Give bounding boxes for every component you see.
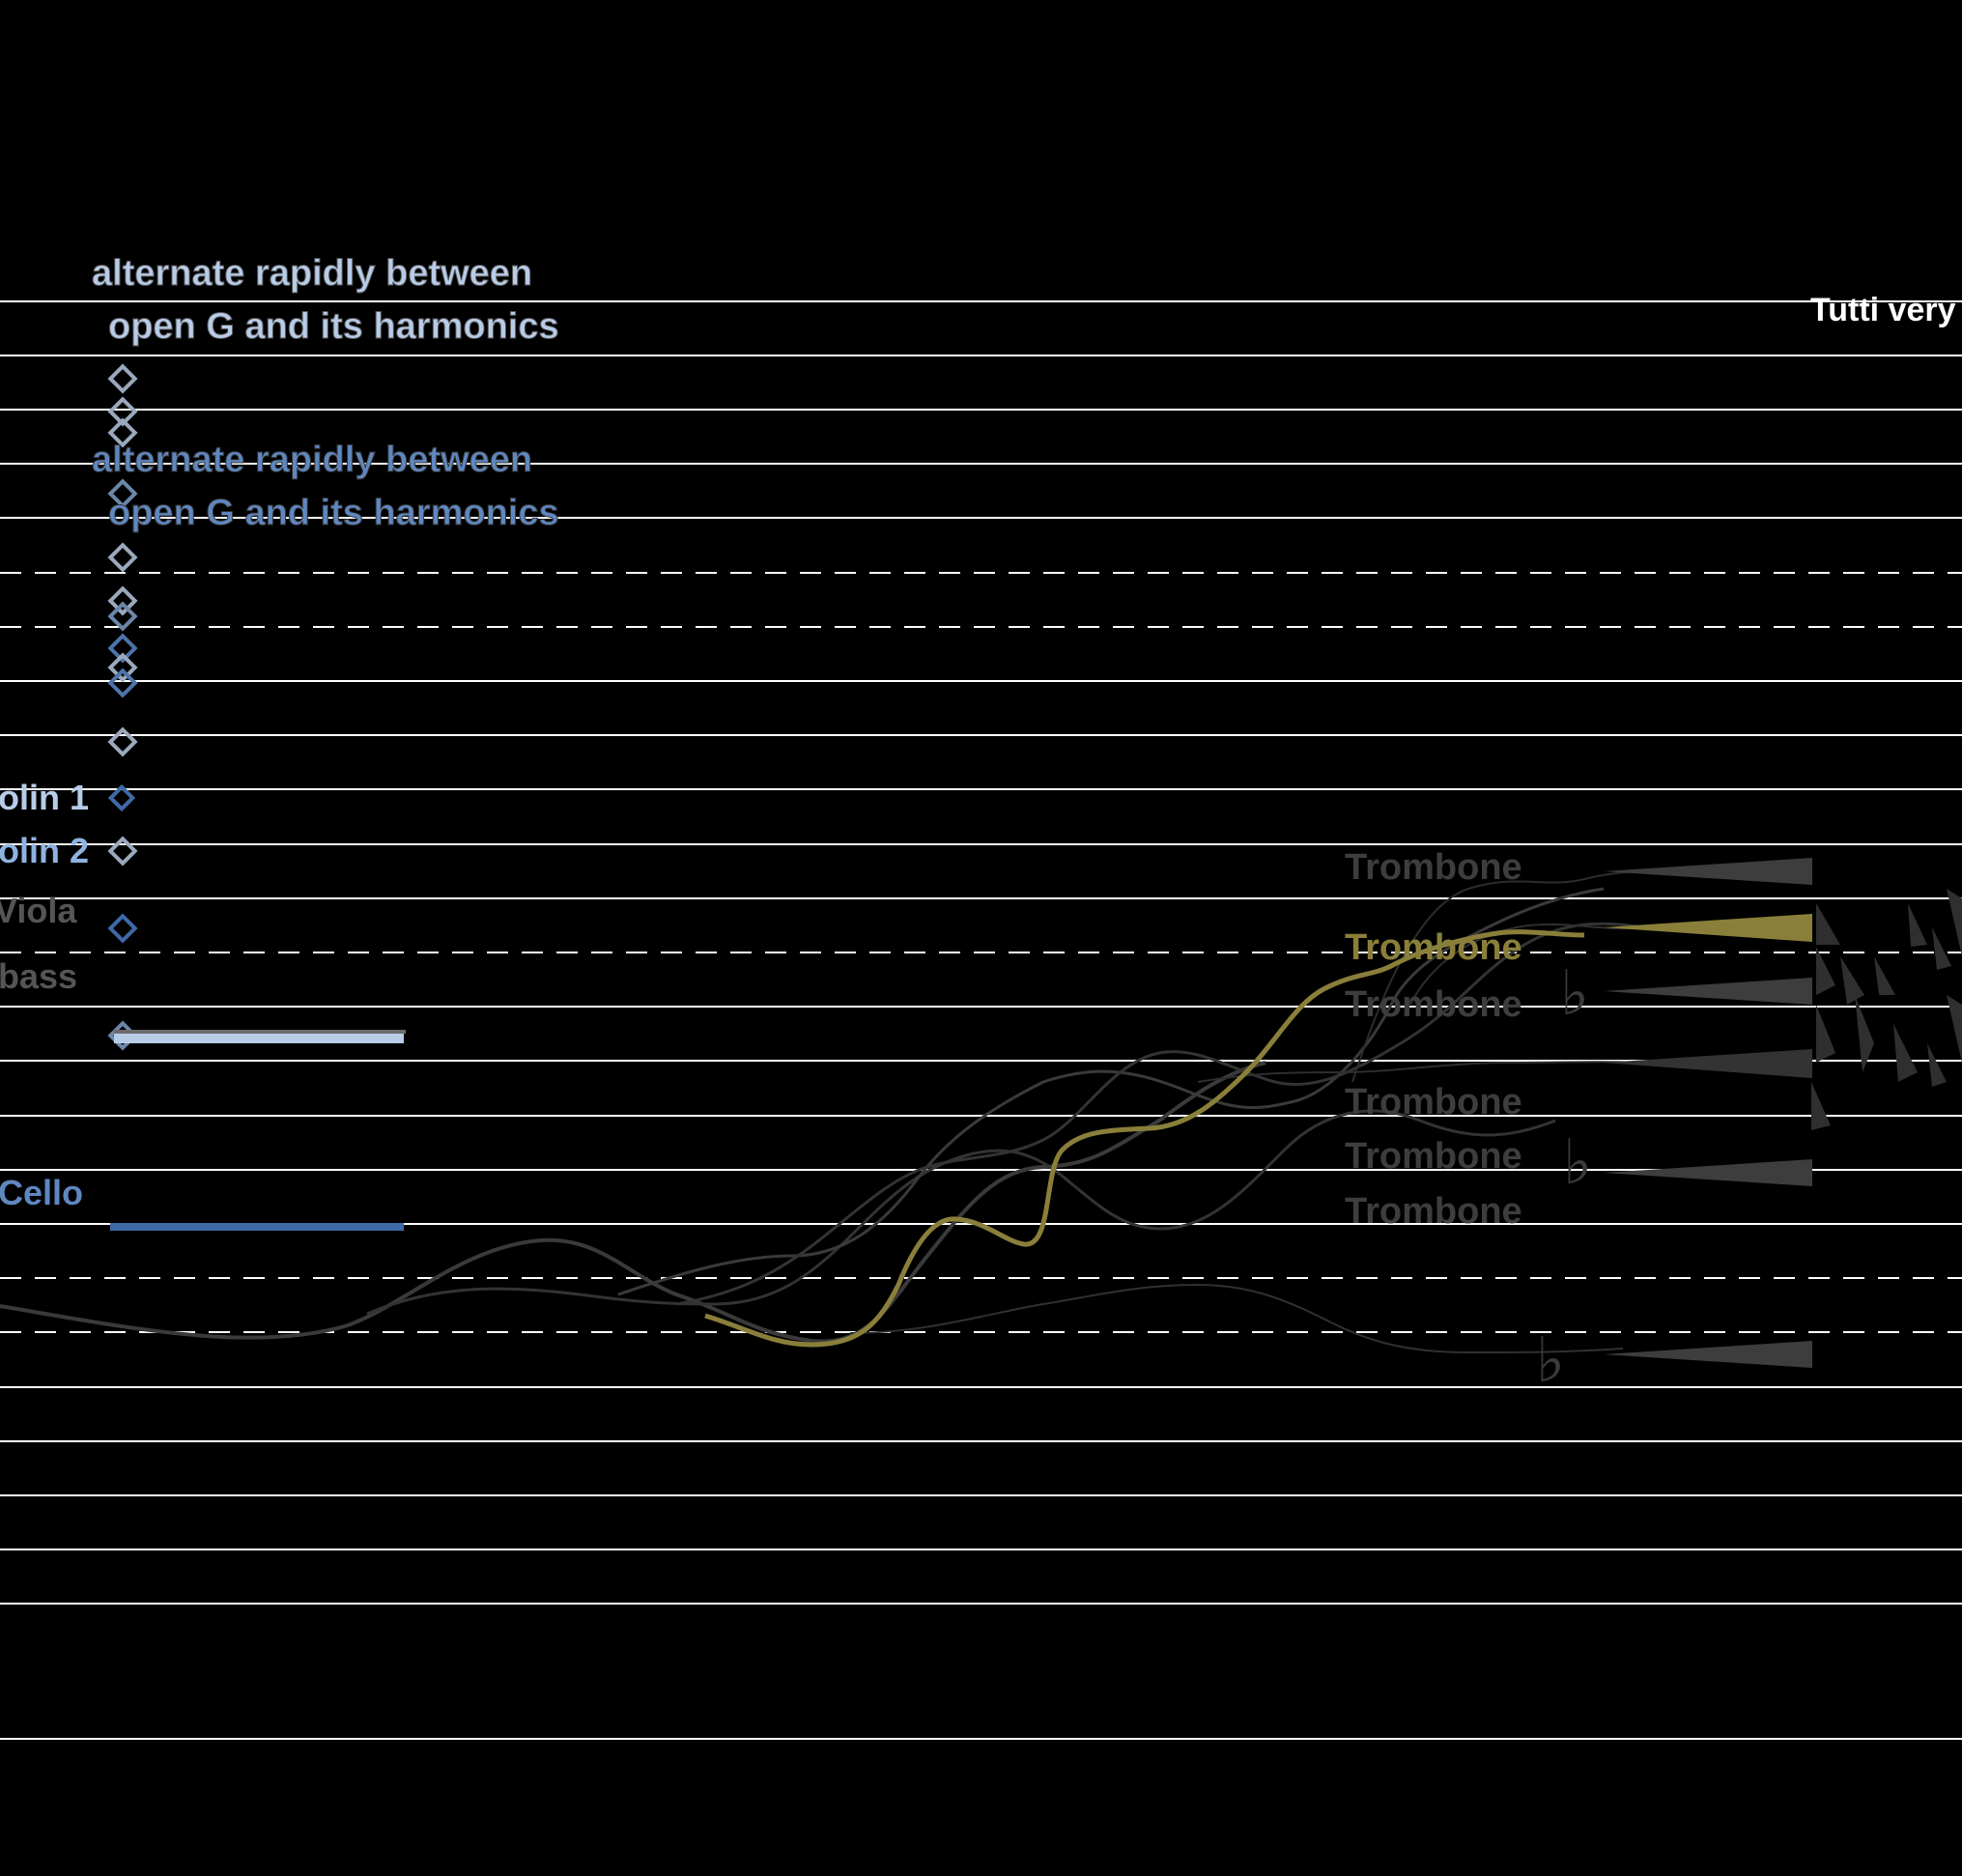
instruction-top-line2: open G and its harmonics xyxy=(108,306,559,347)
tutti-shard xyxy=(1816,1005,1835,1063)
trombone-wedge xyxy=(1604,1341,1812,1368)
harmonic-diamond xyxy=(107,542,138,573)
label-viola: Viola xyxy=(0,891,77,930)
tutti-shard xyxy=(1840,956,1864,1005)
harmonic-diamond xyxy=(107,783,136,812)
harmonic-diamond xyxy=(107,633,138,664)
gliss-curve xyxy=(1197,1061,1643,1083)
sustain-bar-cello xyxy=(110,1223,404,1231)
gliss-curve xyxy=(675,922,1643,1306)
glissando-curves xyxy=(0,869,1711,1354)
trombone-label: Trombone xyxy=(1345,1082,1522,1123)
harmonic-diamond xyxy=(107,668,138,698)
instruction-bottom-line2: open G and its harmonics xyxy=(108,493,559,533)
tutti-shard xyxy=(1932,927,1951,970)
trombone-wedge xyxy=(1604,858,1812,885)
flat-accidental: ♭ xyxy=(1536,1325,1565,1397)
tutti-shard xyxy=(1811,1082,1831,1130)
flat-accidental: ♭ xyxy=(1563,1127,1592,1199)
gliss-curve xyxy=(849,1283,1624,1354)
trombone-label: Trombone xyxy=(1345,847,1522,888)
label-violin2: olin 2 xyxy=(0,831,89,870)
tutti-shapes xyxy=(1811,889,1962,1130)
sustain-bar-violin xyxy=(114,1032,404,1043)
tutti-shard xyxy=(1927,1043,1947,1087)
instruction-bottom-line1: alternate rapidly between xyxy=(92,440,532,480)
flat-accidental: ♭ xyxy=(1560,958,1589,1030)
trombone-label: Trombone xyxy=(1345,984,1522,1025)
tutti-shard xyxy=(1816,903,1840,945)
tutti-shard xyxy=(1947,889,1962,956)
harmonic-diamond xyxy=(107,913,138,944)
harmonic-diamond xyxy=(107,601,138,632)
harmonic-diamond xyxy=(107,417,138,448)
tutti-shard xyxy=(1947,995,1962,1063)
trombone-label: Trombone xyxy=(1345,1191,1522,1232)
string-sustain-bars xyxy=(110,1030,406,1231)
tutti-shard xyxy=(1855,995,1874,1072)
trombone-label-highlight: Trombone xyxy=(1345,927,1522,968)
harmonic-diamond xyxy=(107,363,138,394)
tutti-shard xyxy=(1893,1024,1918,1082)
harmonic-diamond xyxy=(107,652,138,683)
tutti-shard xyxy=(1816,947,1835,995)
gliss-curve-highlight xyxy=(704,929,1585,1348)
trombone-wedge xyxy=(1604,1049,1812,1078)
instruction-top: alternate rapidly between open G and its… xyxy=(92,253,560,348)
harmonic-diamond xyxy=(107,836,138,867)
harmonic-diamonds xyxy=(107,363,138,1051)
trombone-accidentals: ♭ ♭ ♭ xyxy=(1536,958,1592,1397)
trombone-label: Trombone xyxy=(1345,1136,1522,1177)
harmonic-diamond xyxy=(107,726,138,757)
instruction-bottom: alternate rapidly between open G and its… xyxy=(92,440,560,534)
trombone-labels: Trombone Trombone Trombone Trombone Trom… xyxy=(1345,847,1522,1232)
trombone-wedge xyxy=(1604,1159,1812,1186)
tutti-shard xyxy=(1874,956,1895,995)
tutti-shard xyxy=(1908,903,1927,947)
trombone-wedge-highlight xyxy=(1604,914,1812,942)
label-violin1: olin 1 xyxy=(0,778,89,817)
trombone-wedges xyxy=(1604,858,1812,1368)
sustain-bar-violin-shadow xyxy=(114,1030,406,1034)
harmonic-diamond xyxy=(107,396,138,427)
label-cello: Cello xyxy=(0,1173,83,1212)
harmonic-diamond xyxy=(107,478,138,509)
gliss-curve xyxy=(1409,923,1663,1006)
label-bass: bass xyxy=(0,956,77,996)
instruction-top-line1: alternate rapidly between xyxy=(92,253,532,294)
tutti-label: Tutti very xyxy=(1810,292,1956,328)
gliss-curve xyxy=(617,887,1605,1296)
instrument-labels: olin 1 olin 2 Viola bass Cello xyxy=(0,778,89,1212)
harmonic-diamond xyxy=(107,585,138,616)
trombone-wedge xyxy=(1604,978,1812,1005)
gliss-curve xyxy=(1351,869,1711,1083)
gliss-curve xyxy=(0,1061,1266,1344)
